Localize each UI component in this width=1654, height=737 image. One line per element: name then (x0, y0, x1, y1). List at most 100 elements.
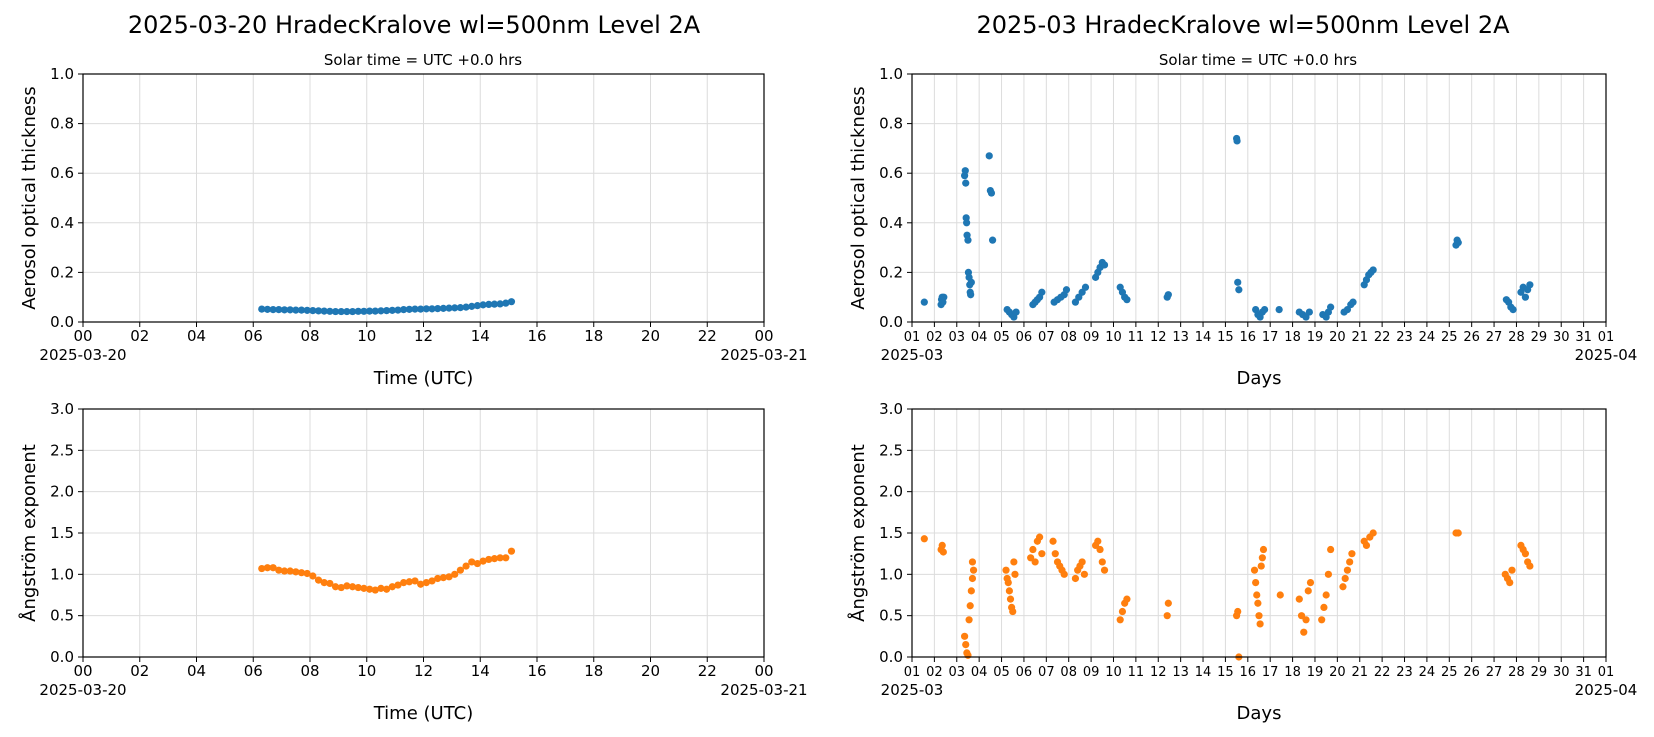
y-tick-label: 0.5 (879, 607, 903, 625)
x-tick-label: 28 (1508, 665, 1525, 680)
data-point (502, 554, 510, 562)
x-tick-label: 12 (1150, 665, 1167, 680)
x-tick-label: 18 (1284, 330, 1301, 345)
y-tick-label: 0.8 (50, 115, 74, 133)
data-point (269, 564, 277, 572)
data-point (1327, 545, 1335, 554)
x-tick-label: 07 (1038, 665, 1055, 680)
y-axis-label: Aerosol optical thickness (848, 86, 869, 309)
data-point (411, 305, 419, 313)
data-point (1235, 286, 1243, 294)
data-point (434, 574, 442, 583)
x-tick-label: 14 (1195, 330, 1212, 345)
x-tick-label: 08 (1060, 665, 1077, 680)
data-point (1322, 591, 1330, 599)
monthly-angstrom-panel: 0.0 0.5 1.0 1.5 2.0 2.5 3.0 01 02 03 04 05 06 07 08 09 1… (847, 400, 1637, 724)
data-point (1306, 579, 1315, 587)
data-point (1118, 607, 1127, 616)
x-tick-label: 24 (1419, 665, 1436, 680)
data-point (292, 568, 300, 576)
data-point (968, 574, 977, 583)
x-tick-label: 31 (1575, 330, 1592, 345)
data-point (405, 305, 413, 313)
y-tick-label: 0.8 (879, 115, 903, 133)
x-tick-label: 31 (1575, 665, 1592, 680)
x-tick-label: 19 (1307, 330, 1324, 345)
y-tick-label: 2.0 (879, 483, 903, 501)
x-tick-label: 08 (1060, 330, 1077, 345)
data-point (269, 306, 277, 314)
data-point (507, 547, 516, 555)
data-point (1300, 628, 1308, 636)
data-point (1295, 595, 1303, 603)
x-tick-label: 16 (1240, 665, 1257, 680)
x-axis-label: Days (1237, 368, 1282, 389)
y-tick-label: 1.5 (50, 524, 74, 542)
y-tick-label: 1.0 (879, 565, 903, 583)
data-point (964, 651, 972, 659)
data-point (1006, 595, 1015, 603)
data-point (1004, 579, 1012, 587)
x-tick-label: 26 (1463, 665, 1480, 680)
data-point (987, 189, 996, 197)
data-point (966, 602, 974, 610)
x-tick-label: 21 (1351, 330, 1368, 345)
data-point (1012, 308, 1020, 316)
data-point (1100, 261, 1109, 269)
data-point (1234, 607, 1242, 616)
x-tick-label: 00 (73, 662, 92, 680)
x-axis-label: Time (UTC) (373, 703, 474, 724)
data-point (1031, 558, 1039, 566)
data-point (1071, 574, 1080, 583)
data-point (485, 300, 493, 308)
data-point (417, 580, 425, 588)
data-point (383, 585, 391, 593)
x-tick-label: 01 (904, 665, 921, 680)
x-tick-label: 04 (187, 662, 206, 680)
x-tick-label: 08 (300, 662, 319, 680)
data-point (1254, 599, 1262, 607)
plot-frame (911, 73, 1607, 323)
x-tick-label: 00 (754, 327, 773, 345)
data-point (1343, 566, 1352, 574)
data-point (286, 567, 294, 575)
x-tick-label: 03 (949, 665, 966, 680)
data-point (348, 583, 357, 591)
data-point (1454, 529, 1462, 537)
data-point (445, 304, 453, 312)
data-point (1163, 612, 1171, 620)
x-tick-label: 10 (357, 327, 376, 345)
data-point (1257, 562, 1265, 570)
y-tick-label: 0.0 (879, 648, 903, 666)
data-point (1049, 537, 1057, 545)
x-tick-label: 22 (698, 662, 717, 680)
data-point (1509, 306, 1517, 314)
data-point (456, 304, 464, 312)
x-tick-label: 16 (1240, 330, 1257, 345)
x-tick-label: 29 (1531, 665, 1548, 680)
data-point (337, 583, 345, 592)
data-point (1362, 541, 1371, 550)
x-tick-label: 17 (1262, 665, 1279, 680)
x-tick-label: 19 (1307, 665, 1324, 680)
data-point (337, 307, 345, 316)
data-point (1346, 558, 1354, 566)
data-point (303, 306, 311, 314)
y-tick-label: 3.0 (879, 400, 903, 418)
data-point (1508, 566, 1516, 574)
x-tick-label: 29 (1531, 330, 1548, 345)
data-point (411, 577, 419, 585)
x-tick-label: 07 (1038, 330, 1055, 345)
monthly-aod-panel: 0.0 0.2 0.4 0.6 0.8 1.0 01 02 03 04 05 06 07 08 09 10 11… (848, 65, 1637, 389)
data-point (969, 566, 978, 574)
daily-aod-panel: 0.0 0.2 0.4 0.6 0.8 1.0 00 02 04 06 08 10 12 14 16 18 20… (19, 65, 808, 389)
x-tick-label: 10 (1105, 665, 1122, 680)
data-point (1526, 281, 1534, 289)
data-point (1164, 599, 1172, 607)
data-point (1327, 303, 1335, 311)
x-tick-label: 20 (641, 662, 660, 680)
data-point (331, 583, 340, 591)
x-date-start-label: 2025-03 (881, 346, 944, 364)
data-point (263, 305, 272, 313)
y-tick-label: 0.0 (50, 313, 74, 331)
